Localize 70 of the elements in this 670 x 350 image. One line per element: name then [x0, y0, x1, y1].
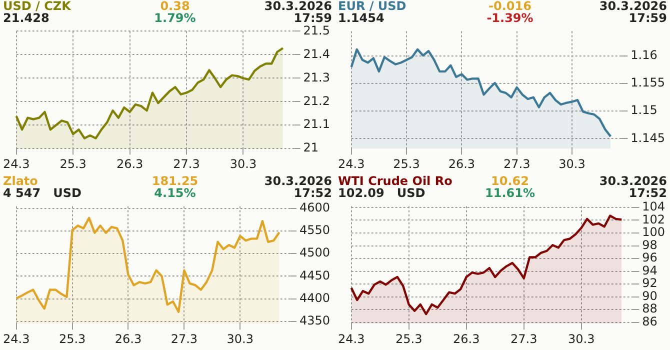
y-tick-label: 104: [642, 200, 665, 214]
x-tick-label: 30.3: [568, 332, 595, 346]
y-tick-label: 98: [642, 238, 658, 252]
y-tick-label: 21.5: [303, 23, 330, 38]
y-tick-label: 4400: [299, 290, 330, 305]
text: -0.016: [488, 0, 532, 13]
y-tick-label: 94: [642, 263, 658, 278]
x-tick-label: 24.3: [338, 332, 365, 346]
text: 30.3.2026: [264, 174, 332, 188]
text: 17:59: [628, 11, 667, 25]
x-tick-label: 24.3: [3, 156, 30, 171]
x-tick-label: 30.3: [558, 156, 586, 171]
y-tick-label: 4350: [299, 313, 330, 328]
x-tick-label: 25.3: [60, 156, 86, 171]
y-tick-label: 4450: [299, 268, 330, 282]
y-tick-label: 88: [642, 302, 658, 316]
chart-title: EUR / USD: [338, 0, 406, 13]
x-tick-label: 27.3: [173, 156, 200, 171]
text: 1.79%: [153, 11, 197, 25]
x-tick-label: 30.3: [226, 332, 254, 346]
y-tick-label: 4550: [299, 223, 330, 238]
x-tick-label: 24.3: [3, 332, 30, 346]
text: 181.25: [150, 174, 200, 188]
y-tick-label: 21.4: [303, 46, 330, 61]
text: -1.39%: [486, 11, 534, 25]
y-tick-label: 92: [642, 276, 658, 290]
chart-subtitle: 102.09 USD: [338, 186, 426, 200]
x-tick-label: 26.3: [448, 156, 476, 171]
x-tick-label: 25.3: [393, 156, 420, 171]
x-tick-label: 26.3: [116, 156, 144, 171]
x-tick-label: 27.3: [170, 332, 198, 346]
text: 0.38: [159, 0, 191, 13]
text: 17:52: [628, 186, 667, 200]
chart-title: USD / CZK: [3, 0, 71, 13]
x-tick-label: 27.3: [503, 156, 530, 171]
y-tick-label: 1.145: [630, 130, 666, 145]
y-tick-label: 86: [642, 314, 658, 328]
text: 30.3.2026: [599, 174, 667, 188]
y-tick-label: 21: [303, 140, 319, 155]
y-tick-label: 96: [642, 250, 658, 265]
y-tick-label: 102: [642, 212, 665, 226]
text: 30.3.2026: [264, 0, 332, 13]
chart-subtitle: 1.1454: [338, 11, 384, 25]
y-tick-label: 4600: [299, 200, 330, 215]
y-tick-label: 21.2: [303, 94, 330, 108]
chart-subtitle: 21.428: [3, 11, 50, 25]
chart-title: WTI Crude Oil Ro: [338, 174, 452, 188]
y-tick-label: 4500: [299, 246, 330, 260]
text: 10.62: [490, 174, 530, 188]
y-tick-label: 1.16: [630, 48, 658, 62]
y-tick-label: 90: [642, 288, 658, 303]
x-tick-label: 26.3: [452, 332, 480, 346]
y-tick-label: 100: [642, 225, 665, 240]
x-tick-label: 25.3: [395, 332, 422, 346]
chart-subtitle: 4 547 USD: [3, 186, 82, 200]
text: 11.61%: [484, 186, 536, 200]
x-tick-label: 24.3: [338, 156, 365, 171]
x-tick-label: 25.3: [58, 332, 86, 346]
text: 17:59: [294, 11, 332, 25]
text: 30.3.2026: [599, 0, 667, 13]
y-tick-label: 21.3: [303, 70, 330, 84]
text: 17:52: [294, 186, 332, 200]
x-tick-label: 26.3: [114, 332, 142, 346]
x-tick-label: 30.3: [230, 156, 257, 171]
y-tick-label: 1.155: [630, 76, 666, 90]
chart-title: Zlato: [3, 174, 38, 188]
y-tick-label: 21.1: [303, 117, 330, 132]
text: 4.15%: [153, 186, 197, 200]
x-tick-label: 27.3: [510, 332, 538, 346]
y-tick-label: 1.15: [630, 103, 658, 118]
